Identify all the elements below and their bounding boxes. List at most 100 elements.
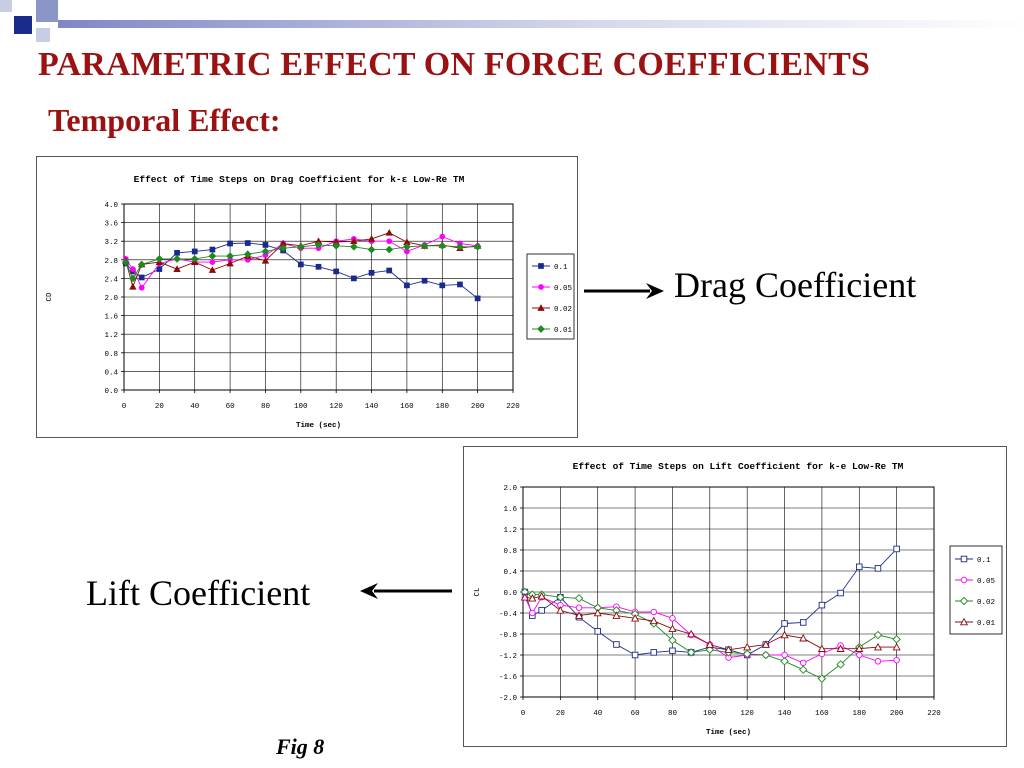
data-point — [421, 277, 428, 284]
y-axis-label: CD — [46, 292, 54, 302]
drag-chart-panel: Effect of Time Steps on Drag Coefficient… — [36, 156, 578, 438]
x-tick-label: 0 — [521, 710, 526, 718]
data-point — [191, 248, 198, 255]
y-tick-label: -1.6 — [499, 674, 518, 682]
legend-marker — [538, 284, 544, 290]
y-axis-label: CL — [474, 587, 482, 597]
series-line — [125, 244, 478, 280]
data-point — [892, 642, 901, 651]
drag-chart: Effect of Time Steps on Drag Coefficient… — [46, 174, 575, 430]
data-point — [817, 644, 826, 652]
slide-title: PARAMETRIC EFFECT ON FORCE COEFFICIENTS — [38, 46, 871, 83]
data-point — [893, 656, 900, 664]
right-arrow-icon — [584, 283, 664, 299]
x-tick-label: 40 — [190, 403, 200, 411]
series-line — [125, 236, 478, 289]
data-point — [780, 630, 789, 639]
data-point — [385, 245, 394, 254]
x-tick-label: 80 — [668, 710, 678, 718]
y-tick-label: 0.8 — [503, 548, 517, 556]
x-tick-label: 60 — [631, 710, 641, 718]
x-tick-label: 20 — [155, 403, 165, 411]
data-point — [574, 594, 584, 603]
data-point — [333, 268, 340, 275]
legend-label: 0.1 — [554, 264, 568, 272]
data-point — [420, 242, 429, 250]
data-point — [837, 589, 844, 597]
y-tick-label: 0.4 — [104, 369, 118, 377]
chart-title: Effect of Time Steps on Lift Coefficient… — [573, 461, 904, 472]
legend-marker — [537, 304, 545, 311]
data-point — [893, 545, 900, 553]
data-point — [836, 644, 845, 652]
y-tick-label: 2.8 — [104, 258, 118, 266]
decoration-square-small — [0, 0, 12, 12]
data-point — [743, 642, 752, 651]
data-point — [138, 274, 145, 281]
y-tick-label: -0.4 — [499, 611, 518, 619]
data-point — [262, 242, 269, 248]
data-point — [121, 258, 130, 266]
legend-label: 0.05 — [554, 285, 573, 293]
data-point — [350, 242, 358, 251]
y-tick-label: 1.6 — [104, 314, 118, 322]
x-tick-label: 220 — [927, 710, 941, 718]
y-tick-label: -2.0 — [499, 695, 518, 703]
x-tick-label: 40 — [593, 710, 603, 718]
data-point — [226, 259, 234, 267]
series-line — [524, 548, 897, 656]
decoration-bar — [58, 20, 1024, 28]
data-point — [314, 241, 323, 249]
y-tick-label: -0.8 — [499, 632, 517, 640]
y-tick-label: 2.4 — [104, 276, 118, 284]
x-tick-label: 140 — [365, 403, 379, 411]
data-point — [332, 242, 341, 250]
decoration-square-dark — [14, 16, 32, 34]
chart-title: Effect of Time Steps on Drag Coefficient… — [134, 174, 465, 185]
data-point — [209, 259, 216, 265]
data-point — [386, 267, 393, 274]
x-tick-label: 140 — [778, 710, 792, 718]
y-tick-label: 0.8 — [104, 351, 118, 359]
data-point — [538, 607, 545, 614]
data-point — [520, 593, 529, 601]
data-point — [226, 252, 234, 260]
data-point — [315, 263, 322, 270]
data-point — [243, 250, 252, 259]
y-tick-label: -1.2 — [499, 653, 517, 661]
data-point — [873, 642, 883, 651]
data-point — [208, 266, 217, 273]
y-tick-label: 0.0 — [503, 590, 517, 598]
data-point — [244, 240, 251, 246]
y-tick-label: 2.0 — [104, 295, 118, 303]
legend-label: 0.1 — [977, 557, 991, 565]
data-point — [668, 636, 677, 645]
left-arrow-icon — [360, 583, 452, 599]
data-point — [404, 282, 410, 289]
y-tick-label: 1.2 — [104, 332, 118, 340]
x-tick-label: 180 — [853, 710, 867, 718]
data-point — [385, 228, 393, 236]
slide-subtitle: Temporal Effect: — [48, 102, 281, 138]
data-point — [761, 640, 770, 648]
data-point — [631, 651, 639, 659]
x-tick-label: 160 — [400, 403, 414, 411]
data-point — [297, 261, 304, 268]
data-point — [403, 242, 411, 251]
data-point — [781, 651, 788, 659]
data-point — [190, 255, 199, 263]
x-tick-label: 100 — [703, 710, 717, 718]
decoration-square-light — [36, 28, 50, 42]
data-point — [351, 275, 357, 282]
data-point — [874, 565, 882, 572]
data-point — [173, 255, 181, 263]
legend-marker — [960, 576, 968, 584]
x-tick-label: 80 — [261, 403, 271, 411]
data-point — [612, 611, 621, 619]
legend-marker — [959, 617, 969, 626]
x-tick-label: 120 — [329, 403, 343, 411]
data-point — [669, 647, 676, 655]
data-point — [742, 649, 752, 659]
data-point — [724, 645, 733, 654]
data-point — [528, 594, 537, 602]
